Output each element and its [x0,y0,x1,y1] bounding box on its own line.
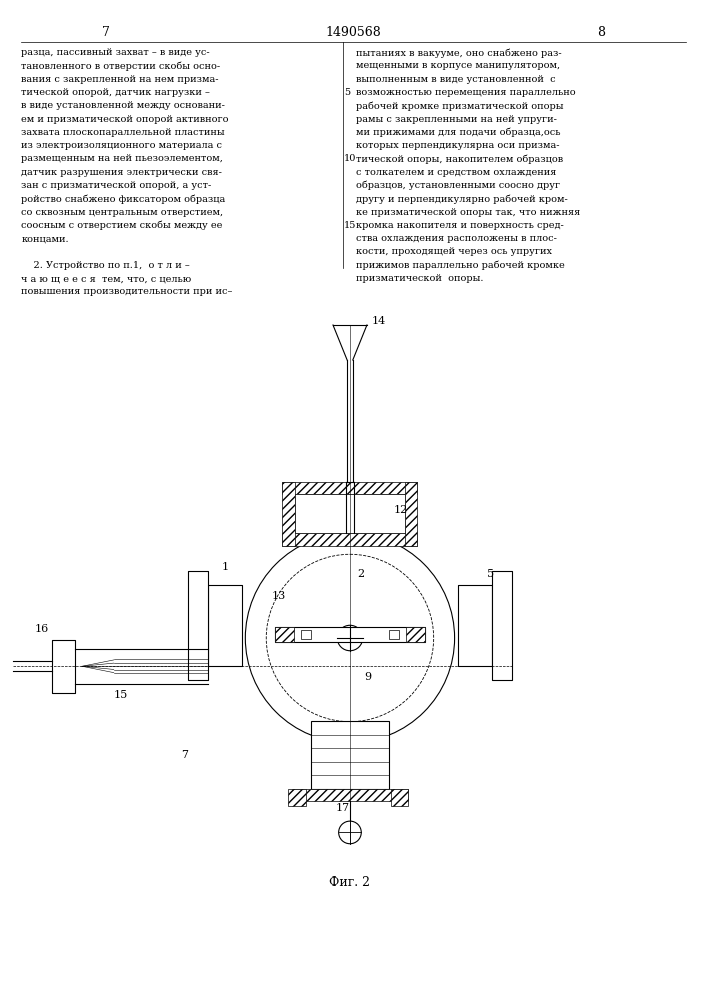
Bar [406,627,426,642]
Bar [274,627,294,642]
Bar [458,585,492,666]
Text: 15: 15 [114,690,128,700]
Text: ке призматической опоры так, что нижняя: ке призматической опоры так, что нижняя [356,208,580,217]
Bar [288,789,305,806]
Bar [208,611,242,640]
Bar [458,640,492,666]
Text: концами.: концами. [21,234,69,243]
Text: 10: 10 [344,154,357,163]
Text: 1490568: 1490568 [326,26,381,39]
Bar [458,611,492,640]
Text: повышения производительности при ис–: повышения производительности при ис– [21,287,233,296]
Circle shape [339,821,361,844]
Text: 7: 7 [181,750,188,760]
Text: ем и призматической опорой активного: ем и призматической опорой активного [21,114,228,123]
Bar [188,648,208,680]
Bar [404,482,417,546]
Text: датчик разрушения электрически свя-: датчик разрушения электрически свя- [21,168,222,177]
Bar [301,630,310,639]
Text: выполненным в виде установленной  с: выполненным в виде установленной с [356,75,555,84]
Text: с толкателем и средством охлаждения: с толкателем и средством охлаждения [356,168,556,177]
Text: которых перпендикулярна оси призма-: которых перпендикулярна оси призма- [356,141,559,150]
Bar [208,640,242,666]
Bar [188,571,208,604]
Bar [282,482,417,494]
Text: ства охлаждения расположены в плос-: ства охлаждения расположены в плос- [356,234,556,243]
Text: призматической  опоры.: призматической опоры. [356,274,483,283]
Text: ч а ю щ е е с я  тем, что, с целью: ч а ю щ е е с я тем, что, с целью [21,274,192,283]
Text: Фиг. 2: Фиг. 2 [329,876,370,888]
Bar [458,585,492,611]
Bar [208,585,242,666]
Text: 9: 9 [364,672,371,682]
Text: захвата плоскопараллельной пластины: захвата плоскопараллельной пластины [21,128,225,137]
Text: 17: 17 [336,803,350,813]
Text: 13: 13 [272,591,286,601]
Text: соосным с отверстием скобы между ее: соосным с отверстием скобы между ее [21,221,223,230]
Text: ми прижимами для подачи образца,ось: ми прижимами для подачи образца,ось [356,128,560,137]
Text: в виде установленной между основани-: в виде установленной между основани- [21,101,225,110]
Bar [291,789,409,801]
Text: 14: 14 [371,316,385,326]
Text: тановленного в отверстии скобы осно-: тановленного в отверстии скобы осно- [21,61,221,71]
Text: разца, пассивный захват – в виде ус-: разца, пассивный захват – в виде ус- [21,48,210,57]
Text: 2: 2 [357,569,364,579]
Bar [492,571,512,680]
Text: пытаниях в вакууме, оно снабжено раз-: пытаниях в вакууме, оно снабжено раз- [356,48,561,57]
Text: 2. Устройство по п.1,  о т л и –: 2. Устройство по п.1, о т л и – [21,261,190,270]
Text: вания с закрепленной на нем призма-: вания с закрепленной на нем призма- [21,75,218,84]
Text: зан с призматической опорой, а уст-: зан с призматической опорой, а уст- [21,181,211,190]
Text: рабочей кромке призматической опоры: рабочей кромке призматической опоры [356,101,563,111]
Bar [52,677,75,693]
Bar [390,630,399,639]
Bar [208,585,242,611]
Bar [295,494,404,533]
Text: 15: 15 [344,221,357,230]
Text: ройство снабжено фиксатором образца: ройство снабжено фиксатором образца [21,194,226,204]
Text: прижимов параллельно рабочей кромке: прижимов параллельно рабочей кромке [356,261,564,270]
Text: со сквозным центральным отверстием,: со сквозным центральным отверстием, [21,208,223,217]
Text: 8: 8 [597,26,605,39]
Text: 1: 1 [221,562,228,572]
Text: из электроизоляционного материала с: из электроизоляционного материала с [21,141,222,150]
Text: кости, проходящей через ось упругих: кости, проходящей через ось упругих [356,247,551,256]
Circle shape [337,625,363,651]
Bar [52,640,75,656]
Text: возможностью перемещения параллельно: возможностью перемещения параллельно [356,88,575,97]
Text: образцов, установленными соосно друг: образцов, установленными соосно друг [356,181,560,190]
Text: 7: 7 [102,26,110,39]
Bar [52,640,75,693]
Text: размещенным на ней пьезоэлементом,: размещенным на ней пьезоэлементом, [21,154,223,163]
Text: другу и перпендикулярно рабочей кром-: другу и перпендикулярно рабочей кром- [356,194,568,204]
Text: тической опоры, накопителем образцов: тической опоры, накопителем образцов [356,154,563,164]
Text: кромка накопителя и поверхность сред-: кромка накопителя и поверхность сред- [356,221,563,230]
Bar [311,721,389,789]
Text: рамы с закрепленными на ней упруги-: рамы с закрепленными на ней упруги- [356,114,556,123]
Bar [390,789,409,806]
Bar [282,533,417,546]
Text: 16: 16 [35,624,49,634]
Bar [274,627,426,642]
Text: 12: 12 [394,505,408,515]
Bar [188,571,208,680]
Text: тической опорой, датчик нагрузки –: тической опорой, датчик нагрузки – [21,88,210,97]
Text: 5: 5 [487,569,494,579]
Text: мещенными в корпусе манипулятором,: мещенными в корпусе манипулятором, [356,61,560,70]
Text: 5: 5 [344,88,351,97]
Circle shape [267,554,433,722]
Circle shape [245,533,455,743]
Bar [492,648,512,680]
Bar [282,482,295,546]
Bar [492,571,512,604]
